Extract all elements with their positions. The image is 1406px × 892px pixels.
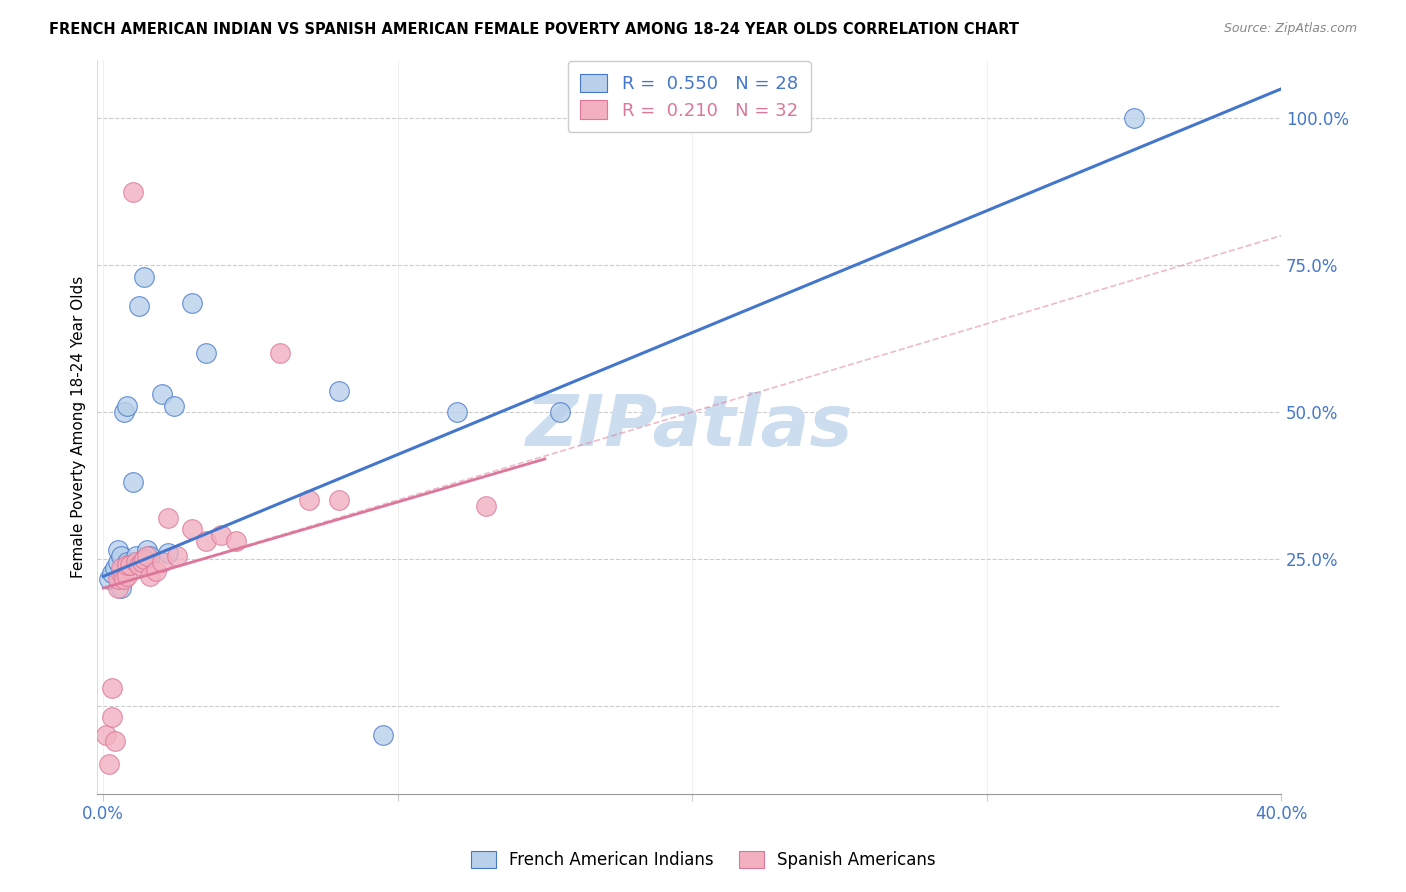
Point <box>150 387 173 401</box>
Point <box>101 566 124 581</box>
Point <box>328 493 350 508</box>
Point <box>446 405 468 419</box>
Point <box>110 549 132 563</box>
Legend: French American Indians, Spanish Americans: French American Indians, Spanish America… <box>461 841 945 880</box>
Point <box>121 185 143 199</box>
Point <box>128 558 150 572</box>
Point <box>136 549 159 563</box>
Point <box>110 560 132 574</box>
Point <box>104 560 127 574</box>
Point <box>121 475 143 490</box>
Point <box>115 558 138 572</box>
Point <box>136 543 159 558</box>
Point <box>548 405 571 419</box>
Point <box>115 569 138 583</box>
Point <box>118 558 141 572</box>
Point <box>180 296 202 310</box>
Point <box>145 564 167 578</box>
Point <box>128 299 150 313</box>
Point <box>269 346 291 360</box>
Point <box>121 555 143 569</box>
Text: FRENCH AMERICAN INDIAN VS SPANISH AMERICAN FEMALE POVERTY AMONG 18-24 YEAR OLDS : FRENCH AMERICAN INDIAN VS SPANISH AMERIC… <box>49 22 1019 37</box>
Point <box>104 734 127 748</box>
Y-axis label: Female Poverty Among 18-24 Year Olds: Female Poverty Among 18-24 Year Olds <box>72 276 86 578</box>
Point <box>209 528 232 542</box>
Point <box>134 551 156 566</box>
Point <box>1122 112 1144 126</box>
Point <box>98 572 121 586</box>
Point <box>475 499 498 513</box>
Point <box>195 346 218 360</box>
Point <box>107 543 129 558</box>
Point <box>131 555 153 569</box>
Point <box>225 534 247 549</box>
Point <box>98 757 121 772</box>
Point <box>110 566 132 581</box>
Point <box>112 405 135 419</box>
Point <box>115 399 138 413</box>
Legend: R =  0.550   N = 28, R =  0.210   N = 32: R = 0.550 N = 28, R = 0.210 N = 32 <box>568 62 811 133</box>
Point <box>118 558 141 572</box>
Point <box>107 572 129 586</box>
Point <box>163 399 186 413</box>
Point <box>107 581 129 595</box>
Point <box>139 549 162 563</box>
Point <box>328 384 350 399</box>
Point <box>371 728 394 742</box>
Point <box>112 572 135 586</box>
Point <box>156 546 179 560</box>
Point <box>124 549 146 563</box>
Point <box>156 510 179 524</box>
Point <box>180 523 202 537</box>
Point <box>134 269 156 284</box>
Point <box>195 534 218 549</box>
Point <box>124 555 146 569</box>
Point <box>150 555 173 569</box>
Text: Source: ZipAtlas.com: Source: ZipAtlas.com <box>1223 22 1357 36</box>
Point <box>115 555 138 569</box>
Point <box>298 493 321 508</box>
Point <box>166 549 188 563</box>
Point <box>139 569 162 583</box>
Point <box>110 581 132 595</box>
Point <box>101 681 124 695</box>
Point <box>96 728 118 742</box>
Point <box>107 555 129 569</box>
Point <box>101 710 124 724</box>
Text: ZIPatlas: ZIPatlas <box>526 392 853 461</box>
